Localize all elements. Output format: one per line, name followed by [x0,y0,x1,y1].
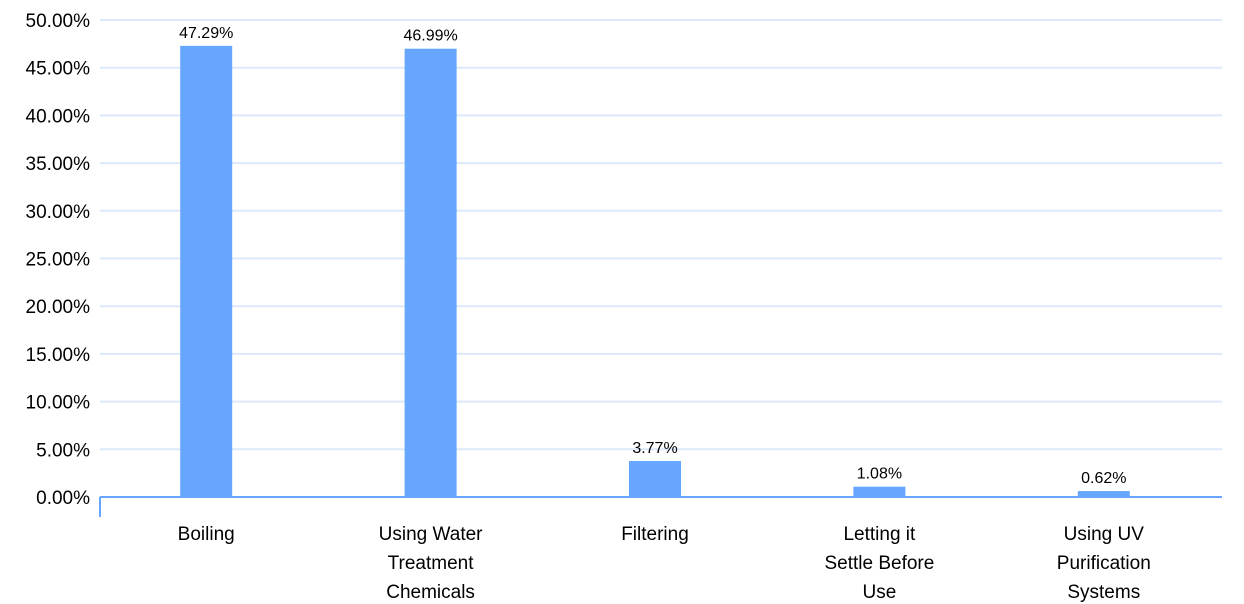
bar [180,45,233,498]
x-tick-label-line: Chemicals [386,582,475,603]
bar [853,486,906,497]
y-tick-label: 20.00% [26,297,91,318]
bar [629,461,681,497]
data-label: 1.08% [857,466,902,483]
x-tick-label-line: Treatment [388,553,475,574]
bar [404,48,457,498]
data-labels: 47.29% 46.99% 3.77% 1.08% 0.62% [179,25,1126,487]
x-tick-label-line: Purification [1057,553,1151,574]
x-tick-label-line: Filtering [621,524,689,545]
data-label: 0.62% [1081,470,1126,487]
x-tick-label-line: Settle Before [824,553,934,574]
axes [99,496,1222,517]
x-tick-label-line: Systems [1067,582,1140,603]
y-tick-label: 10.00% [26,393,91,414]
y-tick-label: 5.00% [36,440,90,461]
y-tick-label: 35.00% [26,154,91,175]
y-tick-label: 15.00% [26,345,91,366]
y-tick-label: 30.00% [26,202,91,223]
x-tick-label: Using UV Purification Systems [1057,524,1151,603]
x-tick-labels: Boiling Using Water Treatment Chemicals Filt… [178,524,1151,603]
y-tick-label: 25.00% [26,250,91,271]
data-label: 47.29% [179,25,233,42]
y-tick-label: 40.00% [26,106,91,127]
y-tick-label: 50.00% [26,11,91,32]
data-label: 3.77% [632,440,677,457]
x-tick-label-line: Using UV [1064,524,1145,545]
x-tick-label: Filtering [621,524,689,545]
bars [180,45,1130,498]
y-tick-labels: 0.00% 5.00% 10.00% 15.00% 20.00% 25.00% 30.00%… [26,11,91,509]
y-tick-label: 45.00% [26,59,91,80]
x-tick-label-line: Letting it [843,524,916,545]
grid-lines [100,19,1222,451]
x-tick-label: Boiling [178,524,235,545]
x-tick-label: Using Water Treatment Chemicals [379,524,483,603]
y-tick-label: 0.00% [36,488,90,509]
bar [1077,491,1130,497]
x-tick-label-line: Using Water [379,524,483,545]
data-label: 46.99% [403,28,457,45]
x-tick-label: Letting it Settle Before Use [824,524,934,603]
x-tick-label-line: Use [863,582,897,603]
x-tick-label-line: Boiling [178,524,235,545]
